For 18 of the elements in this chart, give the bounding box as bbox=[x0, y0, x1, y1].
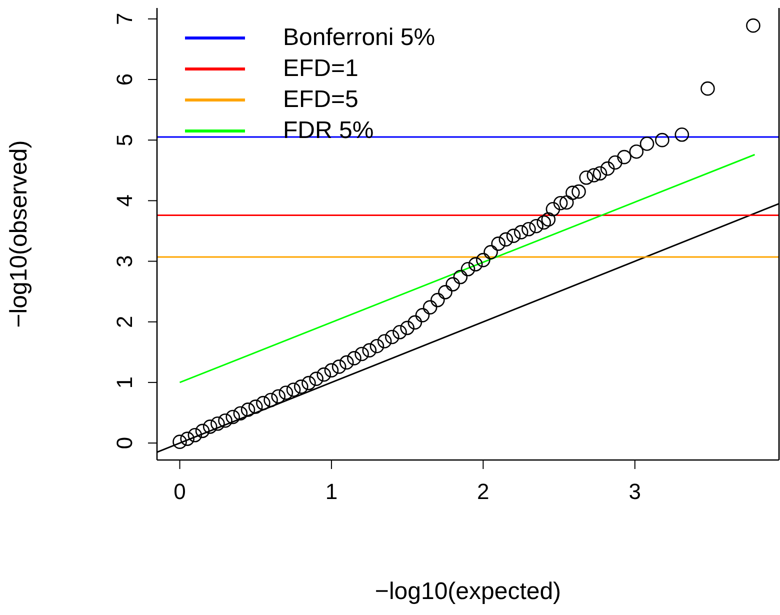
y-tick-label: 7 bbox=[112, 12, 137, 26]
y-tick-label: 1 bbox=[112, 376, 137, 389]
x-tick-label: 2 bbox=[477, 479, 490, 504]
y-tick-label: 3 bbox=[112, 255, 137, 268]
x-tick-label: 1 bbox=[325, 479, 338, 504]
y-tick-label: 4 bbox=[112, 194, 137, 207]
y-tick-label: 2 bbox=[112, 316, 137, 328]
x-tick-label: 3 bbox=[628, 479, 642, 504]
legend-label: FDR 5% bbox=[283, 116, 374, 144]
y-tick-label: 6 bbox=[112, 73, 137, 86]
y-axis-title: −log10(observed) bbox=[6, 140, 33, 328]
x-tick-label: 0 bbox=[174, 479, 186, 504]
legend-label: Bonferroni 5% bbox=[283, 24, 436, 52]
y-tick-label: 0 bbox=[112, 436, 137, 450]
legend-label: EFD=5 bbox=[283, 86, 358, 114]
x-axis-title: −log10(expected) bbox=[374, 578, 562, 605]
legend-label: EFD=1 bbox=[283, 54, 358, 82]
y-tick-label: 5 bbox=[112, 134, 137, 146]
